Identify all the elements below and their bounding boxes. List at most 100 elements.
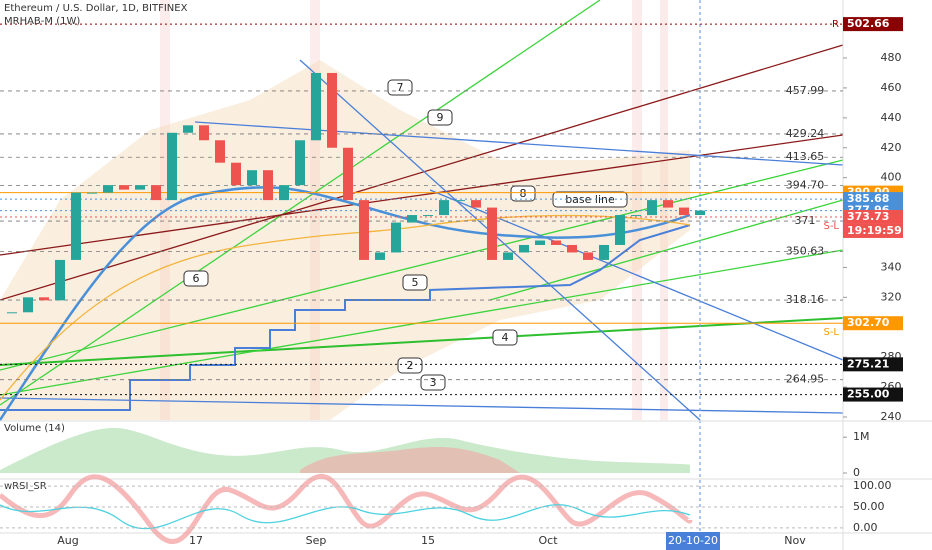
- candle: [311, 72, 321, 141]
- rsi-tick-label: 100.00: [853, 479, 892, 492]
- cursor-date-bg: [666, 532, 720, 550]
- level-label: 371: [795, 214, 816, 227]
- candle: [551, 240, 561, 245]
- candle: [519, 244, 529, 253]
- y-tick-label: 240: [881, 410, 902, 423]
- countdown: 19:19:59: [847, 224, 902, 237]
- price-tag-label: 385.68: [847, 192, 889, 205]
- candle: [279, 185, 289, 201]
- title: Ethereum / U.S. Dollar, 1D, BITFINEX: [4, 3, 188, 14]
- candle: [679, 207, 689, 216]
- level-label: 457.99: [786, 84, 825, 97]
- rsi-wave: [0, 473, 693, 545]
- candle: [343, 147, 353, 201]
- candle: [119, 185, 129, 190]
- price-tag-label: 373.73: [847, 210, 889, 223]
- countdown-bg: [843, 223, 903, 238]
- price-tag-note: S-L: [823, 221, 839, 232]
- indicator: MRHAB-M (1W): [4, 16, 80, 27]
- volume-area: [0, 427, 690, 473]
- candle: [215, 140, 225, 163]
- callout: 4: [502, 331, 509, 344]
- candle: [247, 170, 257, 186]
- callout: 6: [193, 272, 200, 285]
- candle: [407, 215, 417, 223]
- price-tag: [843, 209, 903, 224]
- level-label: 429.24: [786, 127, 825, 140]
- candle: [71, 192, 81, 260]
- candle: [375, 252, 385, 260]
- candle: [151, 185, 161, 201]
- level-label: 318.16: [786, 293, 825, 306]
- candle: [663, 200, 673, 208]
- y-tick-label: 460: [881, 81, 902, 94]
- candle: [599, 244, 609, 260]
- candle: [135, 185, 145, 190]
- candle: [535, 240, 545, 245]
- candle: [167, 132, 177, 201]
- level-label: 264.95: [786, 373, 825, 386]
- price-tag: [843, 192, 903, 207]
- callout: 7: [397, 81, 404, 94]
- volume-tick-label: 1M: [853, 430, 870, 443]
- price-tag: [843, 387, 903, 402]
- candle: [423, 215, 433, 217]
- level-label: 350.63: [786, 245, 825, 258]
- price-tag-label: 255.00: [847, 388, 890, 401]
- candle: [23, 297, 33, 313]
- candle: [263, 170, 273, 201]
- trend-lines: [0, 0, 844, 550]
- x-tick-label: 15: [421, 534, 435, 547]
- price-tag-label: 275.21: [847, 357, 889, 370]
- callout: 9: [437, 111, 444, 124]
- callout: 3: [430, 376, 437, 389]
- callout: 8: [520, 187, 527, 200]
- y-tick-label: 400: [881, 171, 902, 184]
- price-tag: [843, 17, 903, 32]
- candle: [295, 140, 305, 186]
- volume-tick-label: 0: [853, 466, 860, 479]
- candle: [103, 185, 113, 193]
- candle: [183, 125, 193, 133]
- volume-area-red: [300, 447, 520, 473]
- price-tag-label: 302.70: [847, 316, 890, 329]
- price-tag-note: S-L: [823, 327, 839, 338]
- candle: [695, 210, 705, 216]
- volume-title: Volume (14): [4, 423, 65, 434]
- x-tick-label: Sep: [306, 534, 327, 547]
- cursor-date: 20-10-20: [668, 534, 718, 547]
- price-tag: [843, 357, 903, 372]
- rsi-tick-label: 0.00: [853, 521, 878, 534]
- y-tick-label: 320: [881, 290, 902, 303]
- candle: [327, 72, 337, 148]
- x-tick-label: Aug: [57, 534, 78, 547]
- x-tick-label: Oct: [538, 534, 558, 547]
- candle: [87, 192, 97, 194]
- candle: [359, 200, 369, 260]
- candle: [471, 200, 481, 208]
- callout: 5: [412, 276, 419, 289]
- rsi-tick-label: 50.00: [853, 500, 885, 513]
- candle: [55, 259, 65, 301]
- candle: [631, 215, 641, 217]
- candle: [583, 252, 593, 260]
- candle: [231, 162, 241, 186]
- y-tick-label: 480: [881, 51, 902, 64]
- y-tick-label: 340: [881, 260, 902, 273]
- candle: [567, 244, 577, 253]
- candle: [503, 252, 513, 260]
- candle: [647, 200, 657, 216]
- candle: [615, 215, 625, 245]
- rsi-line: [0, 504, 691, 530]
- candle: [199, 125, 209, 141]
- price-tag-label: 502.66: [847, 17, 890, 30]
- x-tick-label: 17: [189, 534, 203, 547]
- price-tag: [843, 316, 903, 331]
- candle: [7, 312, 17, 314]
- x-tick-label: Nov: [784, 534, 806, 547]
- candle: [39, 297, 49, 301]
- callout: 2: [407, 359, 414, 372]
- level-label: 413.65: [786, 150, 825, 163]
